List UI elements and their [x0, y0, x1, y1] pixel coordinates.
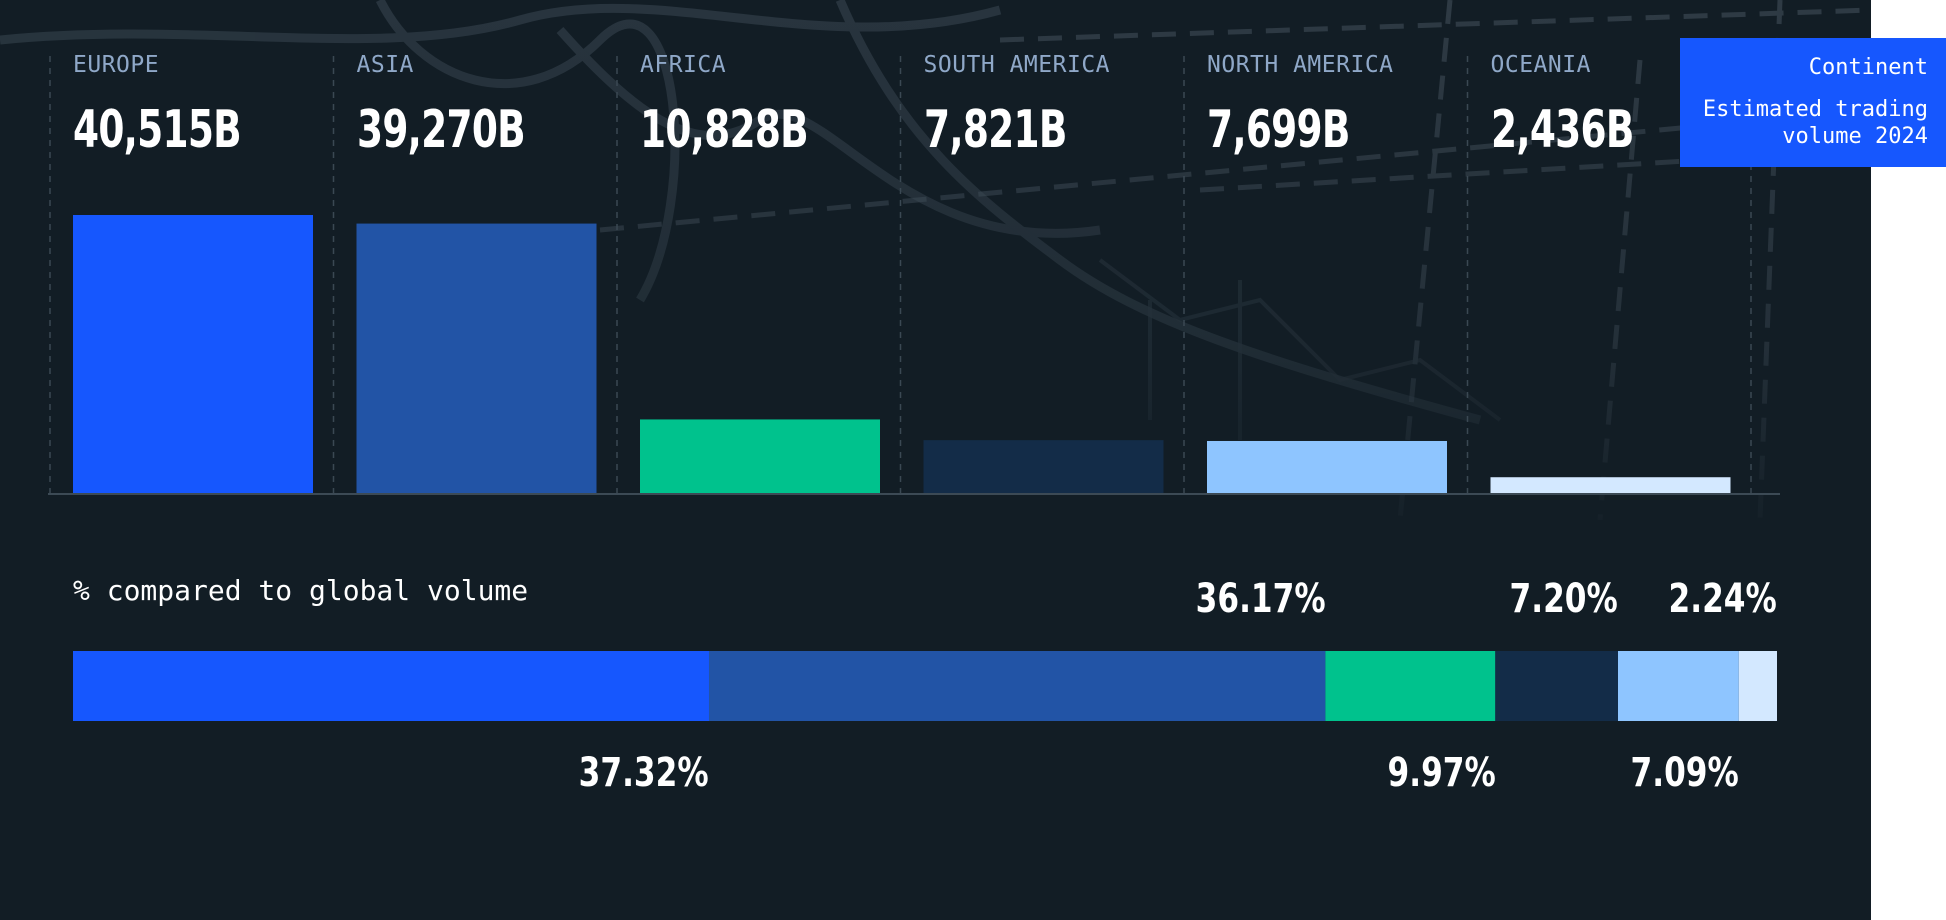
- percent-label-africa: 9.97%: [1387, 750, 1496, 796]
- category-label-europe: EUROPE: [73, 52, 160, 78]
- percent-segment-south-america: [1495, 651, 1619, 721]
- category-label-south-america: SOUTH AMERICA: [923, 52, 1111, 78]
- legend-box: Continent Estimated trading volume 2024: [1680, 38, 1946, 167]
- value-label-oceania: 2,436B: [1490, 100, 1634, 160]
- percent-chart-title: % compared to global volume: [73, 574, 529, 607]
- category-label-oceania: OCEANIA: [1490, 52, 1591, 78]
- bar-asia: [356, 223, 597, 494]
- bar-north-america: [1207, 440, 1447, 494]
- legend-subtitle: Estimated trading volume 2024: [1702, 97, 1928, 149]
- percent-label-oceania: 2.24%: [1668, 576, 1777, 622]
- percent-segment-europe: [73, 651, 709, 721]
- value-label-north-america: 7,699B: [1207, 100, 1350, 160]
- percent-label-asia: 36.17%: [1195, 576, 1326, 622]
- percent-label-south-america: 7.20%: [1509, 576, 1619, 622]
- category-label-africa: AFRICA: [640, 52, 727, 78]
- value-label-asia: 39,270B: [356, 100, 526, 160]
- percent-segment-asia: [708, 651, 1326, 721]
- category-label-asia: ASIA: [356, 52, 414, 78]
- percent-segment-africa: [1325, 651, 1496, 721]
- value-label-europe: 40,515B: [73, 100, 242, 160]
- chart-canvas: [48, 56, 1780, 721]
- bar-oceania: [1490, 477, 1731, 494]
- percent-segment-oceania: [1738, 651, 1777, 721]
- bar-europe: [73, 215, 313, 494]
- value-label-south-america: 7,821B: [923, 100, 1067, 160]
- percent-segment-north-america: [1618, 651, 1739, 721]
- category-label-north-america: NORTH AMERICA: [1207, 52, 1394, 78]
- chart-panel: EUROPE 40,515B ASIA 39,270B AFRICA 10,828B SOU…: [0, 0, 1871, 920]
- bar-south-america: [923, 440, 1164, 494]
- value-label-africa: 10,828B: [640, 100, 809, 160]
- bar-africa: [640, 419, 880, 494]
- percent-label-north-america: 7.09%: [1630, 750, 1739, 796]
- percent-label-europe: 37.32%: [579, 750, 709, 796]
- legend-title: Continent: [1808, 55, 1928, 80]
